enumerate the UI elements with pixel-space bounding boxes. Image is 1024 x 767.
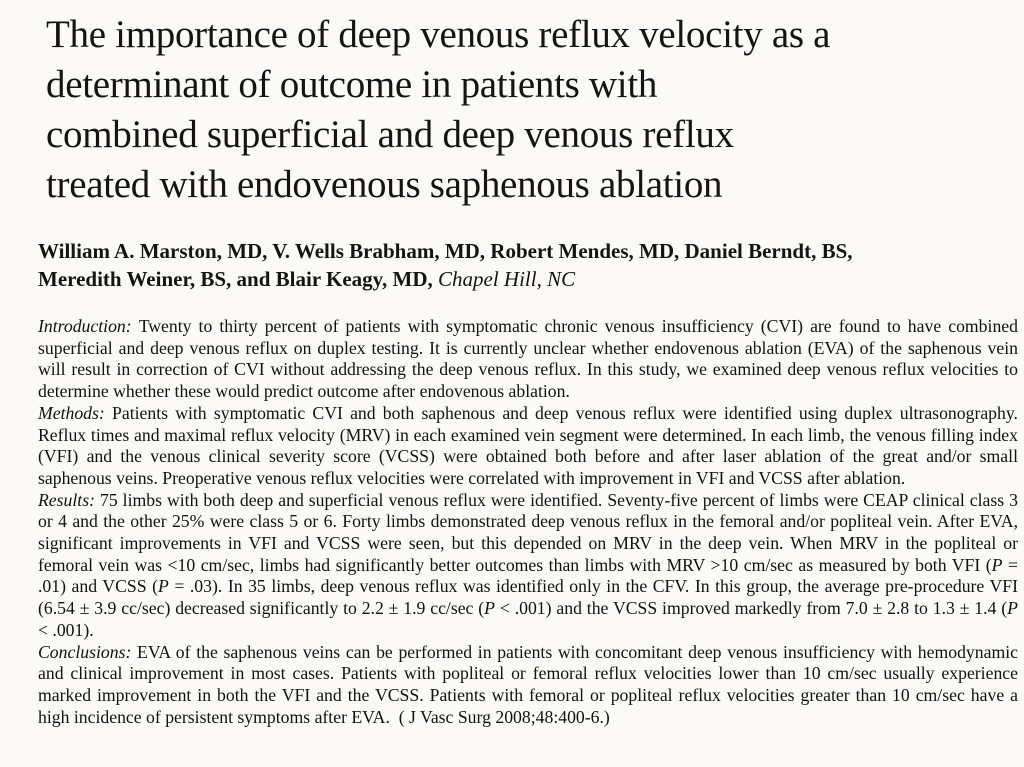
text-segment: P [1007, 598, 1018, 619]
article-title: The importance of deep venous reflux vel… [46, 10, 1018, 210]
text-segment: = .01) and VCSS ( [38, 554, 1018, 597]
title-line: The importance of deep venous reflux vel… [46, 13, 831, 56]
text-segment: P [484, 598, 495, 619]
text-segment: = .03). In 35 limbs, deep venous reflux … [38, 576, 1018, 619]
section-label: Conclusions: [38, 641, 138, 662]
author-line: William A. Marston, MD, V. Wells Brabham… [38, 238, 1018, 266]
text-segment: Twenty to thirty percent of patients wit… [38, 316, 1018, 402]
authors: William A. Marston, MD, V. Wells Brabham… [38, 238, 1018, 293]
section-label: Methods: [38, 402, 112, 423]
title-line: treated with endovenous saphenous ablati… [46, 163, 723, 206]
text-segment: William A. Marston, MD, V. Wells Brabham… [38, 239, 853, 263]
text-segment: Patients with symptomatic CVI and both s… [38, 402, 1018, 488]
text-segment: P [991, 554, 1003, 575]
text-segment: P [157, 576, 169, 597]
title-line: combined superficial and deep venous ref… [46, 113, 734, 156]
abstract: Introduction: Twenty to thirty percent o… [38, 316, 1018, 728]
text-segment: ( J Vasc Surg 2008;48:400-6.) [389, 706, 610, 727]
text-segment: < .001) and the VCSS improved markedly f… [494, 598, 1008, 619]
text-segment: 75 limbs with both deep and superficial … [38, 489, 1018, 575]
text-segment: Meredith Weiner, BS, [38, 266, 237, 291]
abstract-paragraph-conclusions: Conclusions: EVA of the saphenous veins … [38, 642, 1018, 729]
abstract-paragraph-methods: Methods: Patients with symptomatic CVI a… [38, 403, 1018, 490]
abstract-paragraph-results: Results: 75 limbs with both deep and sup… [38, 490, 1018, 642]
title-line: determinant of outcome in patients with [46, 63, 658, 106]
section-label: Introduction: [38, 316, 139, 336]
text-segment: Chapel Hill, NC [438, 266, 576, 291]
text-segment: < .001). [38, 619, 94, 640]
text-segment: and [236, 266, 276, 291]
abstract-paragraph-introduction: Introduction: Twenty to thirty percent o… [38, 316, 1018, 403]
author-line: Meredith Weiner, BS, and Blair Keagy, MD… [38, 266, 1018, 294]
text-segment: Blair Keagy, MD, [275, 266, 439, 291]
section-label: Results: [38, 489, 100, 510]
text-segment: EVA of the saphenous veins can be perfor… [38, 641, 1018, 727]
